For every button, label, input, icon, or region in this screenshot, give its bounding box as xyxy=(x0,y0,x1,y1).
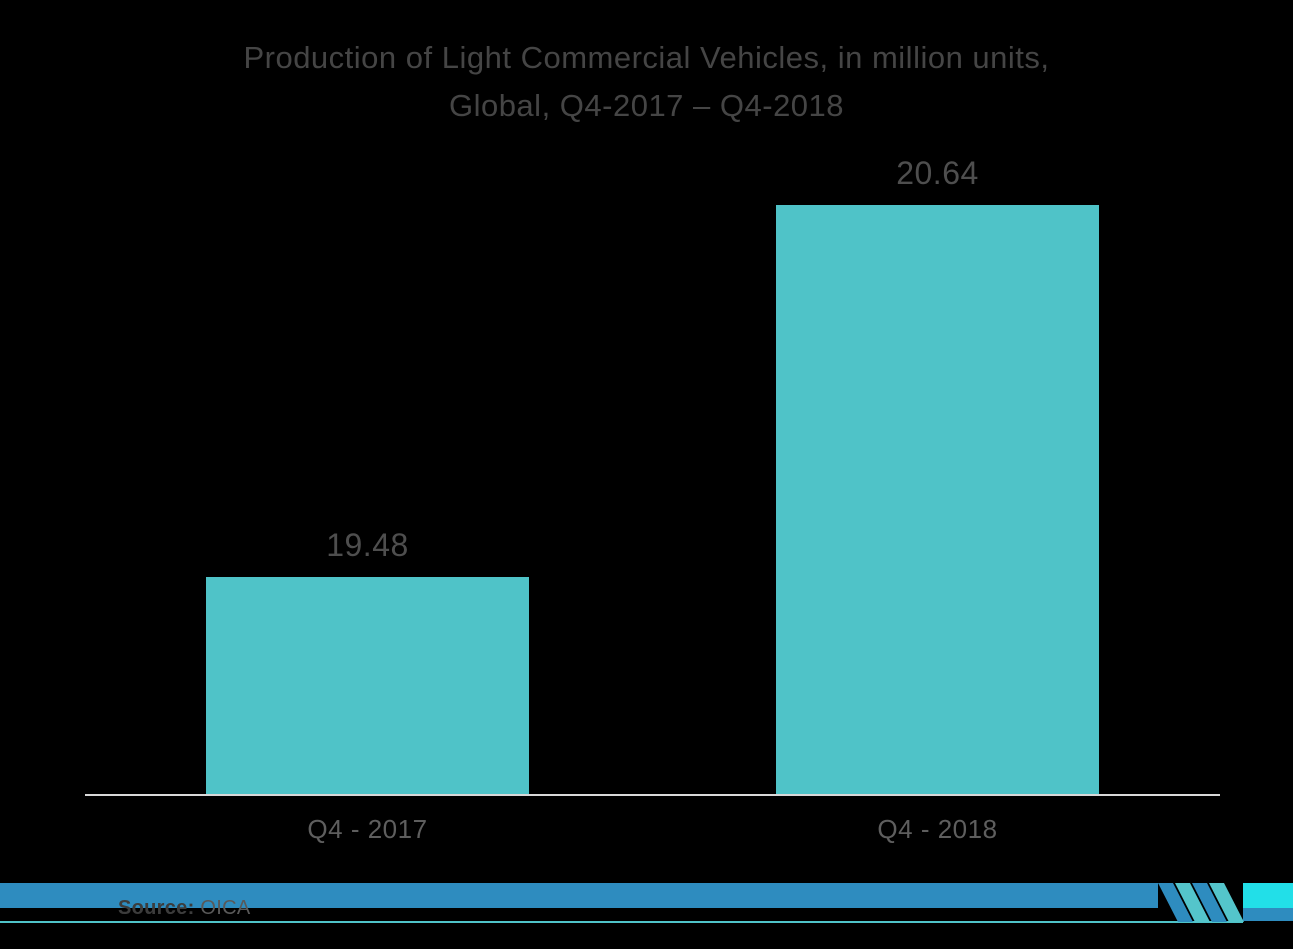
bar-q4-2017: 19.48 xyxy=(206,527,529,795)
chart-title-line2: Global, Q4-2017 – Q4-2018 xyxy=(448,88,845,123)
chart-title-line1: Production of Light Commercial Vehicles,… xyxy=(243,40,1050,75)
value-label-q4-2017: 19.48 xyxy=(326,527,409,563)
source-value: OICA xyxy=(194,897,251,919)
chart-title: Production of Light Commercial Vehicles,… xyxy=(0,34,1293,130)
footer-corner-accent xyxy=(1243,883,1293,908)
x-axis-label-q4-2017: Q4 - 2017 xyxy=(307,814,428,844)
x-axis-label-q4-2018: Q4 - 2018 xyxy=(877,814,998,844)
bar-q4-2018: 20.64 xyxy=(776,155,1099,795)
footer-accent-line xyxy=(0,921,1243,923)
x-axis-baseline xyxy=(85,794,1220,796)
mordor-intelligence-logo-icon xyxy=(1158,883,1244,922)
source-label: Source: xyxy=(118,897,195,919)
value-label-q4-2018: 20.64 xyxy=(896,155,979,191)
footer-band xyxy=(0,883,1158,908)
source-attribution: Source: OICA xyxy=(118,897,251,920)
footer-corner-band xyxy=(1243,908,1293,921)
